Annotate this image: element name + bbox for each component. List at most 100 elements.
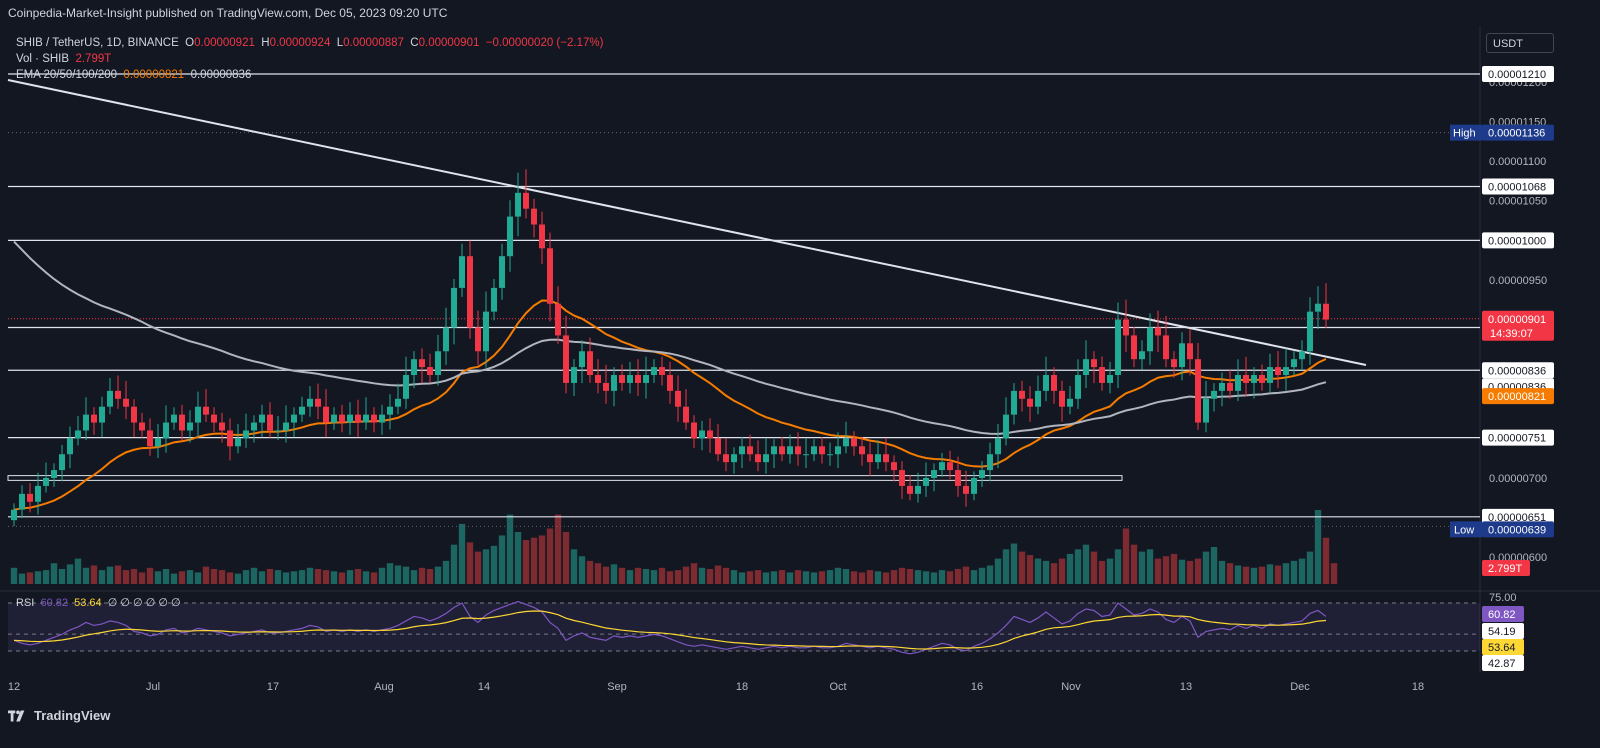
candle-body	[795, 446, 801, 455]
volume-bar	[490, 545, 498, 584]
ema-label[interactable]: EMA 20/50/100/200	[16, 69, 118, 81]
volume-bar	[370, 572, 378, 584]
candle-body	[1139, 351, 1145, 360]
candle-body	[1147, 327, 1153, 352]
candle	[1139, 340, 1145, 370]
candle	[1211, 383, 1217, 412]
candle-body	[843, 438, 849, 447]
volume-bar	[754, 570, 762, 584]
candle	[755, 440, 761, 472]
candle	[643, 356, 649, 399]
candle	[443, 307, 449, 365]
candle	[19, 485, 25, 519]
level-price-tag-bg	[1482, 66, 1554, 82]
candle	[1267, 353, 1273, 394]
candle	[819, 436, 825, 464]
candle-body	[1243, 375, 1249, 383]
candle-body	[1115, 319, 1121, 376]
volume-tag-bg	[1482, 560, 1530, 576]
candle	[627, 361, 633, 394]
candle-body	[835, 446, 841, 455]
candle	[579, 340, 585, 384]
candle	[1195, 343, 1201, 430]
candle	[1323, 283, 1329, 329]
volume-bar	[1002, 549, 1010, 584]
candle-body	[1059, 390, 1065, 407]
candle	[179, 404, 185, 441]
candle-body	[435, 351, 441, 376]
volume-bar	[978, 567, 986, 584]
open-label: O	[185, 37, 195, 49]
volume-bar	[562, 531, 570, 584]
volume-bar	[546, 528, 554, 584]
symbol-label[interactable]: SHIB / TetherUS, 1D, BINANCE	[16, 37, 179, 49]
rsi-label[interactable]: RSI	[16, 597, 35, 609]
candle-body	[587, 351, 593, 376]
candle	[611, 367, 617, 407]
candle	[1019, 380, 1025, 412]
high-label-bg	[1450, 124, 1482, 141]
level-price-tag-bg	[1482, 508, 1554, 525]
rsi-axis-tag-text: 54.19	[1488, 626, 1516, 638]
candle-body	[939, 462, 945, 471]
candle	[1171, 351, 1177, 378]
volume-bar	[682, 566, 690, 584]
candle	[1235, 359, 1241, 402]
volume-bar	[730, 570, 738, 584]
price-chart[interactable]: 0.000012000.000011500.000011000.00001050…	[0, 0, 1600, 700]
volume-bar	[1162, 556, 1170, 584]
volume-bar	[1146, 549, 1154, 584]
candle-body	[427, 367, 433, 376]
candle-body	[899, 470, 905, 486]
volume-bar	[666, 571, 674, 584]
volume-bar	[386, 563, 394, 584]
candle	[515, 172, 521, 237]
level-price-tag-bg	[1482, 429, 1554, 446]
volume-label[interactable]: Vol · SHIB	[16, 53, 70, 65]
candle-body	[923, 478, 929, 486]
candle-body	[1227, 382, 1233, 391]
volume-bar	[538, 535, 546, 584]
candle	[299, 396, 305, 423]
candle	[891, 455, 897, 482]
candle-body	[619, 375, 625, 383]
volume-bar	[570, 549, 578, 584]
ema-50-line	[13, 299, 1327, 511]
open-value: 0.00000921	[194, 37, 255, 49]
candle-body	[891, 462, 897, 471]
volume-bar	[42, 570, 50, 584]
volume-bar	[474, 551, 482, 584]
candle	[195, 391, 201, 438]
volume-bar	[106, 566, 114, 584]
candle-body	[595, 375, 601, 383]
candle	[699, 420, 705, 451]
volume-bar	[626, 570, 634, 584]
candle-body	[531, 208, 537, 225]
volume-bar	[1282, 563, 1290, 584]
volume-bar	[1290, 560, 1298, 584]
volume-bar	[162, 568, 170, 584]
candle-body	[1283, 367, 1289, 376]
candle	[467, 240, 473, 339]
candle	[843, 421, 849, 454]
candle-body	[1003, 414, 1009, 439]
candle	[1035, 375, 1041, 415]
candle-body	[523, 192, 529, 209]
volume-bar	[242, 570, 250, 584]
volume-bar	[1274, 565, 1282, 584]
volume-bar	[826, 570, 834, 584]
candle	[867, 442, 873, 476]
price-tick-label: 0.00001050	[1489, 196, 1547, 208]
candle	[787, 434, 793, 464]
volume-bar	[66, 564, 74, 584]
volume-bar	[970, 570, 978, 584]
candle	[323, 389, 329, 438]
level-price-tag-bg	[1482, 232, 1554, 249]
tradingview-footer[interactable]: TradingView	[8, 708, 110, 723]
volume-bar	[818, 571, 826, 584]
currency-button[interactable]: USDT	[1486, 33, 1554, 53]
candle	[435, 334, 441, 386]
volume-bar	[26, 572, 34, 584]
ema-200-line	[13, 240, 1327, 435]
candle-body	[883, 454, 889, 463]
